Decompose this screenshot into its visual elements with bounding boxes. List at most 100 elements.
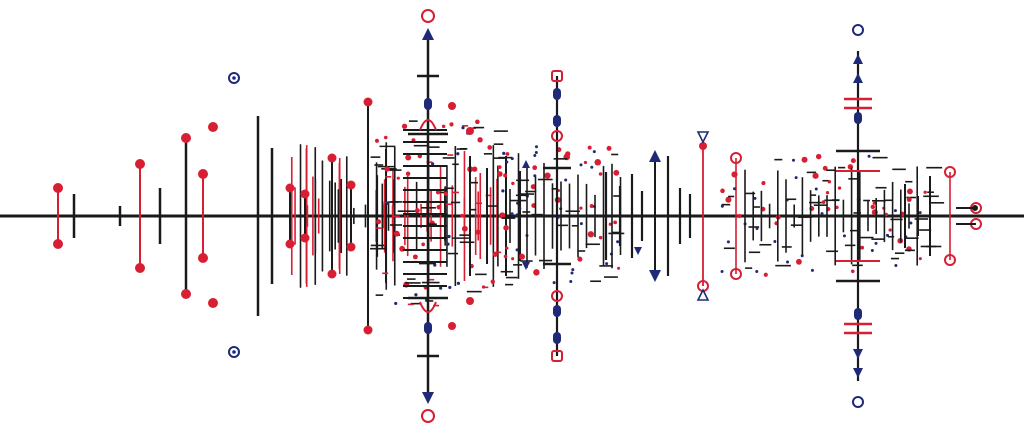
cluster-dot <box>815 188 818 191</box>
navy-capsule <box>854 308 862 320</box>
red-end-dot <box>135 159 145 169</box>
cluster-dot <box>579 207 582 210</box>
cluster-dot <box>886 234 889 237</box>
cluster-dot <box>580 163 583 166</box>
cluster-dot <box>828 180 831 183</box>
cluster-dot <box>580 222 583 225</box>
cluster-dot <box>462 226 468 232</box>
cluster-dot <box>386 202 389 205</box>
navy-triangle <box>853 349 863 359</box>
cluster-dot <box>811 269 814 272</box>
cluster-dot <box>502 152 505 155</box>
cluster-dot <box>498 165 502 169</box>
cluster-dot <box>394 302 397 305</box>
cluster-dot <box>405 155 411 161</box>
cluster-dot <box>822 200 826 204</box>
navy-triangle <box>853 368 863 378</box>
red-ring <box>422 10 434 22</box>
cluster-dot <box>816 154 822 160</box>
navy-capsule <box>854 112 862 124</box>
cluster-dot <box>875 242 878 245</box>
navy-hollow-triangle <box>698 132 708 142</box>
cluster-dot <box>503 173 507 177</box>
cluster-dot <box>497 171 503 177</box>
cluster-dot <box>907 197 912 202</box>
cluster-dot <box>894 264 897 267</box>
cluster-dot <box>475 120 480 125</box>
cluster-dot <box>376 219 381 224</box>
cluster-dot <box>475 230 480 235</box>
cluster-dot <box>532 165 537 170</box>
cluster-dot <box>444 192 448 196</box>
cluster-dot <box>553 281 556 284</box>
cluster-dot <box>544 172 550 178</box>
cluster-dot <box>384 166 389 171</box>
cluster-dot <box>456 152 459 155</box>
navy-triangle <box>522 262 530 270</box>
navy-capsule <box>553 88 561 100</box>
cluster-dot <box>505 247 508 250</box>
filled-dot <box>466 127 474 135</box>
cluster-dot <box>487 145 492 150</box>
filled-dot <box>347 181 356 190</box>
cluster-dot <box>773 240 776 243</box>
filled-dot <box>364 98 373 107</box>
filled-dot <box>347 243 356 252</box>
cluster-dot <box>406 171 411 176</box>
cluster-dot <box>599 236 602 239</box>
filled-dot <box>328 154 337 163</box>
cluster-dot <box>919 257 922 260</box>
cluster-dot <box>472 166 477 171</box>
navy-triangle <box>853 54 863 64</box>
cluster-dot <box>447 235 450 238</box>
cluster-dot <box>493 252 498 257</box>
cluster-dot <box>826 191 829 194</box>
cluster-dot <box>909 222 912 225</box>
red-end-dot <box>198 253 208 263</box>
cluster-dot <box>375 139 379 143</box>
cluster-dot <box>457 282 460 285</box>
cluster-dot <box>605 262 608 265</box>
cluster-dot <box>533 269 539 275</box>
navy-triangle <box>634 247 642 255</box>
filled-dot <box>208 298 218 308</box>
cluster-dot <box>851 269 855 273</box>
red-ring <box>422 410 434 422</box>
cluster-dot <box>919 211 922 214</box>
cluster-dot <box>511 257 514 260</box>
cluster-dot <box>421 243 425 247</box>
filled-dot <box>301 234 310 243</box>
cluster-dot <box>503 225 509 231</box>
cluster-dot <box>505 160 508 163</box>
cluster-dot <box>907 188 913 194</box>
navy-capsule <box>553 305 561 317</box>
navy-ring <box>853 25 863 35</box>
cluster-dot <box>397 177 400 180</box>
cluster-dot <box>477 137 482 142</box>
cluster-dot <box>584 161 587 164</box>
cluster-dot <box>838 186 841 189</box>
cluster-dot <box>796 259 802 265</box>
cluster-dot <box>448 286 451 289</box>
cluster-dot <box>501 189 504 192</box>
filled-dot <box>232 350 236 354</box>
cluster-dot <box>607 146 612 151</box>
navy-capsule <box>424 322 432 334</box>
cluster-dot <box>731 171 737 177</box>
cluster-dot <box>442 125 445 128</box>
cluster-dot <box>415 208 420 213</box>
cluster-dot <box>571 271 574 274</box>
cluster-dot <box>535 151 538 154</box>
navy-triangle <box>422 28 434 40</box>
cluster-dot <box>721 270 724 273</box>
cluster-dot <box>821 212 824 215</box>
cluster-dot <box>588 231 594 237</box>
cluster-dot <box>727 240 730 243</box>
cluster-dot <box>843 234 846 237</box>
filled-dot <box>466 297 474 305</box>
filled-dot <box>448 102 456 110</box>
cluster-dot <box>511 212 514 215</box>
navy-triangle <box>853 73 863 83</box>
cluster-dot <box>871 205 875 209</box>
